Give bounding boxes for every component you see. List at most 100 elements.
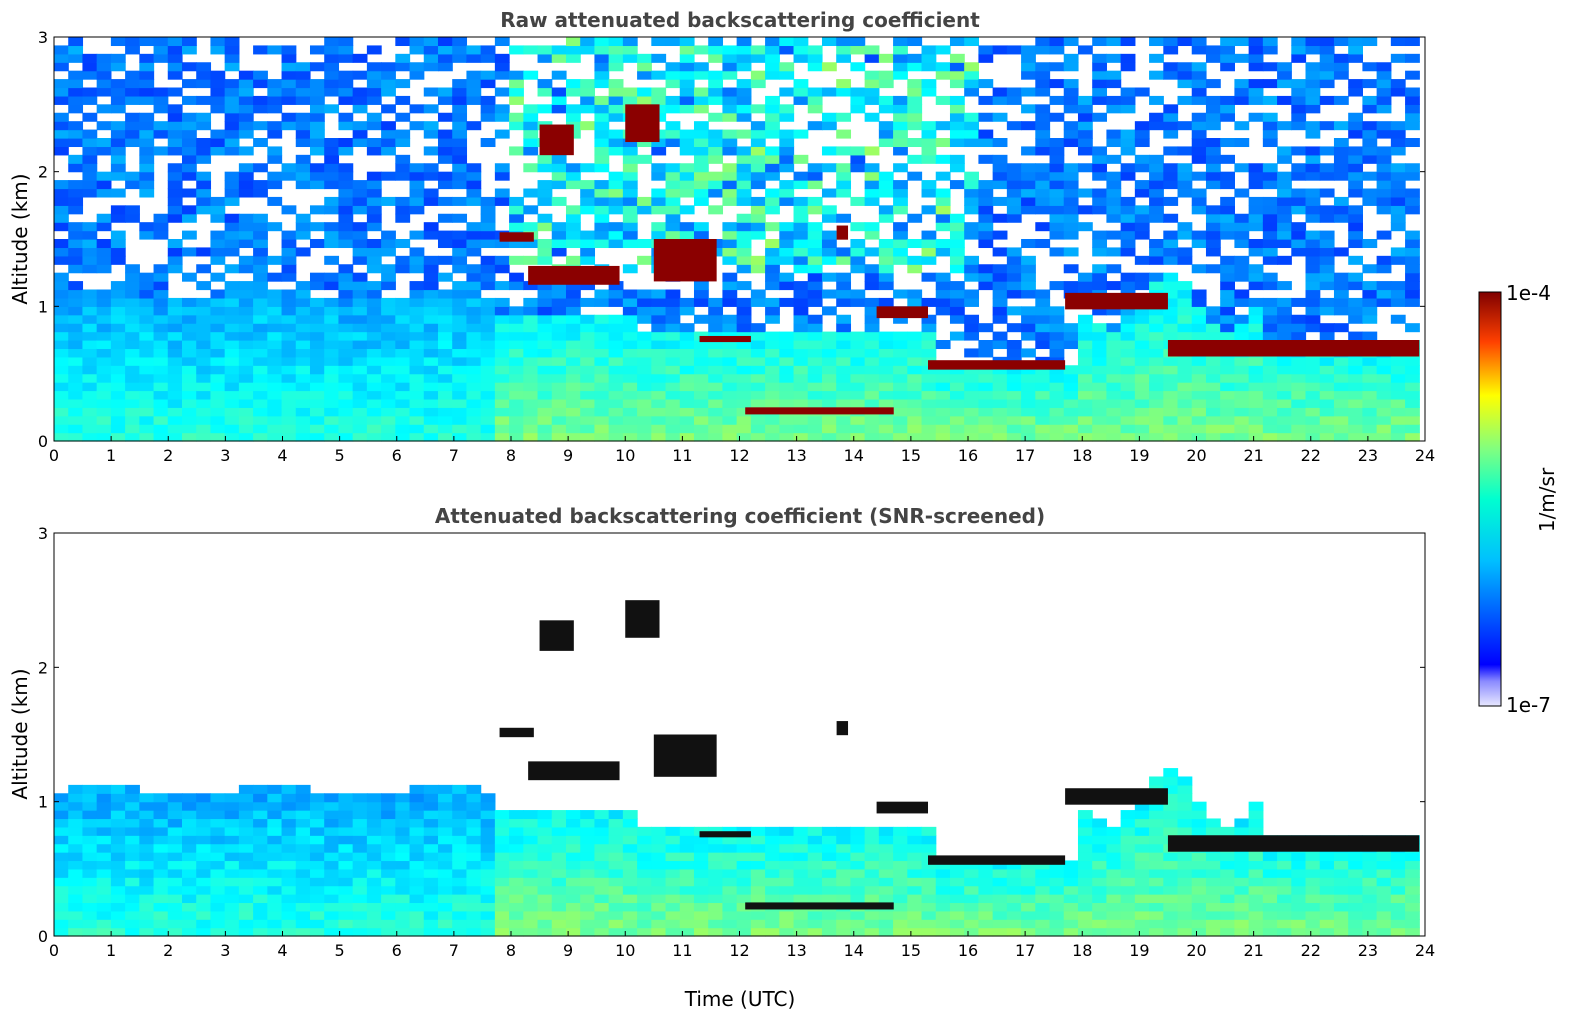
heatmap-cell: [452, 264, 468, 274]
heatmap-cell: [509, 373, 524, 383]
heatmap-cell: [281, 289, 297, 299]
heatmap-cell: [1291, 415, 1307, 425]
heatmap-cell: [1348, 415, 1363, 425]
heatmap-cell: [1120, 432, 1136, 442]
heatmap-cell: [54, 95, 69, 105]
heatmap-cell: [637, 835, 652, 845]
heatmap-cell: [1191, 45, 1207, 55]
heatmap-cell: [480, 382, 496, 392]
heatmap-cell: [1063, 281, 1079, 291]
heatmap-cell: [878, 247, 894, 257]
heatmap-cell: [1277, 902, 1292, 912]
heatmap-cell: [224, 247, 240, 257]
heatmap-cell: [750, 835, 766, 845]
heatmap-cell: [366, 264, 382, 274]
heatmap-cell: [779, 87, 795, 97]
heatmap-cell: [537, 407, 553, 417]
heatmap-cell: [224, 843, 240, 853]
heatmap-cell: [423, 62, 439, 72]
heatmap-cell: [295, 784, 311, 794]
heatmap-cell: [608, 432, 624, 442]
heatmap-cell: [907, 852, 923, 862]
heatmap-cell: [693, 927, 709, 937]
heatmap-cell: [907, 826, 923, 836]
heatmap-cell: [679, 894, 695, 904]
heatmap-cell: [665, 230, 681, 240]
heatmap-cell: [54, 112, 69, 122]
heatmap-cell: [1134, 121, 1150, 131]
heatmap-cell: [779, 163, 795, 173]
heatmap-cell: [608, 382, 624, 392]
heatmap-cell: [1191, 390, 1207, 400]
heatmap-cell: [807, 104, 823, 114]
heatmap-cell: [807, 53, 823, 63]
heatmap-cell: [1248, 331, 1264, 341]
heatmap-cell: [1390, 37, 1406, 47]
heatmap-cell: [807, 826, 823, 836]
heatmap-cell: [722, 188, 738, 198]
heatmap-cell: [210, 104, 226, 114]
heatmap-cell: [82, 927, 98, 937]
heatmap-cell: [565, 53, 581, 63]
heatmap-cell: [907, 264, 923, 274]
heatmap-cell: [1362, 306, 1378, 316]
heatmap-cell: [182, 432, 197, 442]
heatmap-cell: [1163, 196, 1179, 206]
x-tick-label: 4: [277, 941, 287, 960]
x-tick-label: 5: [335, 941, 345, 960]
heatmap-cell: [494, 373, 510, 383]
heatmap-cell: [1376, 95, 1392, 105]
heatmap-cell: [850, 424, 866, 434]
heatmap-cell: [1362, 415, 1378, 425]
heatmap-cell: [551, 331, 567, 341]
heatmap-cell: [807, 894, 823, 904]
heatmap-cell: [1092, 281, 1108, 291]
heatmap-cell: [466, 801, 482, 811]
heatmap-cell: [565, 45, 581, 55]
heatmap-cell: [893, 230, 908, 240]
heatmap-cell: [836, 868, 852, 878]
heatmap-cell: [1120, 62, 1136, 72]
heatmap-cell: [1291, 239, 1307, 249]
heatmap-cell: [395, 894, 411, 904]
heatmap-cell: [580, 894, 596, 904]
heatmap-cell: [679, 348, 695, 358]
heatmap-cell: [1177, 289, 1193, 299]
heatmap-cell: [54, 213, 69, 223]
heatmap-cell: [921, 53, 937, 63]
heatmap-cell: [793, 852, 809, 862]
heatmap-cell: [935, 222, 951, 232]
heatmap-cell: [836, 289, 852, 299]
heatmap-cell: [949, 860, 965, 870]
heatmap-cell: [480, 415, 496, 425]
heatmap-cell: [750, 129, 766, 139]
heatmap-cell: [68, 382, 84, 392]
heatmap-cell: [779, 365, 795, 375]
heatmap-cell: [1277, 297, 1292, 307]
heatmap-cell: [608, 95, 624, 105]
heatmap-cell: [779, 180, 795, 190]
heatmap-cell: [1120, 205, 1136, 215]
heatmap-cell: [1234, 885, 1250, 895]
heatmap-cell: [1305, 196, 1321, 206]
heatmap-cell: [437, 340, 453, 350]
heatmap-cell: [651, 340, 667, 350]
heatmap-cell: [679, 424, 695, 434]
heatmap-cell: [679, 37, 695, 47]
heatmap-cell: [352, 356, 368, 366]
heatmap-cell: [253, 398, 268, 408]
heatmap-cell: [82, 356, 98, 366]
heatmap-cell: [693, 121, 709, 131]
heatmap-cell: [196, 146, 212, 156]
heatmap-cell: [594, 129, 610, 139]
heatmap-cell: [295, 348, 311, 358]
heatmap-cell: [1333, 272, 1349, 282]
heatmap-cell: [1149, 340, 1164, 350]
heatmap-cell: [238, 281, 254, 291]
heatmap-cell: [480, 877, 496, 887]
heatmap-cell: [1319, 415, 1335, 425]
heatmap-cell: [68, 398, 84, 408]
heatmap-cell: [1262, 382, 1278, 392]
heatmap-cell: [509, 79, 524, 89]
heatmap-cell: [182, 860, 197, 870]
